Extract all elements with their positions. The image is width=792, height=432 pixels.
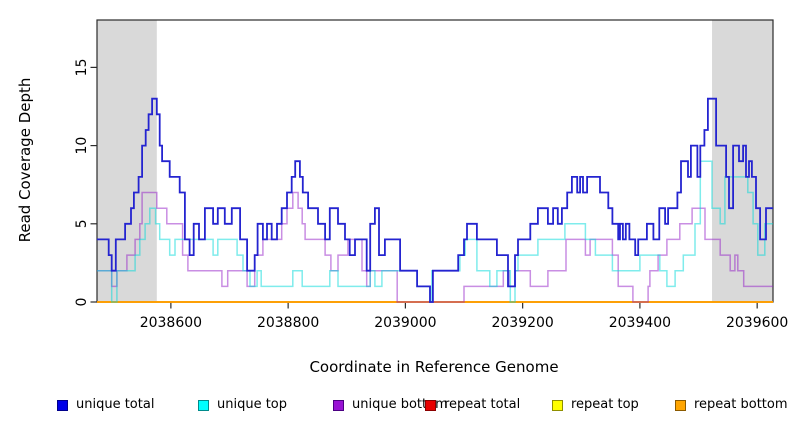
- legend-item-repeat-bottom: repeat bottom: [675, 397, 788, 413]
- series-line-unique-total: [97, 97, 773, 303]
- legend-swatch-icon: [333, 399, 344, 411]
- x-tick-label: 2038800: [257, 315, 319, 331]
- legend-item-unique-top: unique top: [198, 397, 287, 413]
- y-tick-label: 15: [74, 58, 90, 76]
- legend-swatch-icon: [425, 399, 436, 411]
- series-line-unique-bottom: [97, 191, 773, 303]
- x-tick-label: 2039400: [609, 315, 671, 331]
- legend-swatch-icon: [552, 399, 563, 411]
- y-axis-title: Read Coverage Depth: [16, 77, 34, 243]
- y-tick-label: 5: [74, 219, 90, 228]
- legend-label: unique top: [217, 397, 288, 412]
- x-tick-label: 2039000: [374, 315, 436, 331]
- legend-label: repeat top: [571, 397, 639, 412]
- series-lines: [97, 97, 773, 303]
- x-tick-label: 2039600: [726, 315, 788, 331]
- x-axis-title: Coordinate in Reference Genome: [309, 358, 559, 376]
- legend-swatch-icon: [675, 399, 686, 411]
- legend-item-repeat-total: repeat total: [425, 397, 520, 413]
- legend-swatch-icon: [198, 399, 209, 411]
- y-tick-label: 0: [74, 298, 90, 307]
- repeat-region-shading: [97, 20, 773, 302]
- legend-label: unique bottom: [352, 397, 448, 412]
- legend-label: unique total: [76, 397, 155, 412]
- legend-item-unique-total: unique total: [57, 397, 154, 413]
- plot-border: [96, 19, 774, 303]
- legend-swatch-icon: [57, 399, 68, 411]
- legend: unique total unique top unique bottom repea…: [0, 397, 792, 417]
- legend-item-unique-bottom: unique bottom: [333, 397, 448, 413]
- y-axis-ticks: 0 5 10 15: [74, 58, 97, 306]
- x-axis-ticks: 2038600 2038800 2039000 2039200 2039400 20396…: [140, 302, 788, 331]
- y-tick-label: 10: [74, 137, 90, 155]
- legend-label: repeat total: [444, 397, 521, 412]
- x-tick-label: 2039200: [491, 315, 553, 331]
- legend-item-repeat-top: repeat top: [552, 397, 639, 413]
- legend-label: repeat bottom: [694, 397, 788, 412]
- x-tick-label: 2038600: [140, 315, 202, 331]
